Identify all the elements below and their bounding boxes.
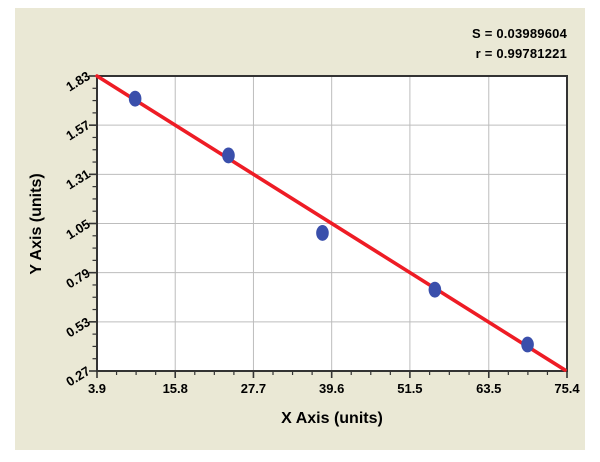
x-tick-label: 51.5	[397, 381, 423, 396]
x-tick-label: 3.9	[87, 381, 107, 396]
stat-standard-error: S = 0.03989604	[472, 26, 567, 41]
fit-statistics: S = 0.03989604 r = 0.99781221	[472, 24, 567, 64]
data-point	[428, 281, 442, 298]
regression-line	[95, 74, 567, 372]
x-tick-label: 75.4	[554, 381, 580, 396]
x-tick-label: 27.7	[240, 381, 267, 396]
x-tick-label: 63.5	[476, 381, 502, 396]
plot-frame	[96, 75, 568, 372]
x-tick-label: 15.8	[162, 381, 188, 396]
y-axis-title: Y Axis (units)	[28, 173, 45, 275]
data-point	[316, 225, 329, 241]
x-axis-title: X Axis (units)	[281, 410, 383, 427]
data-point	[521, 336, 534, 353]
stat-correlation: r = 0.99781221	[475, 46, 567, 61]
data-point	[128, 90, 142, 107]
data-point	[222, 147, 235, 164]
x-tick-label: 39.6	[319, 381, 345, 396]
